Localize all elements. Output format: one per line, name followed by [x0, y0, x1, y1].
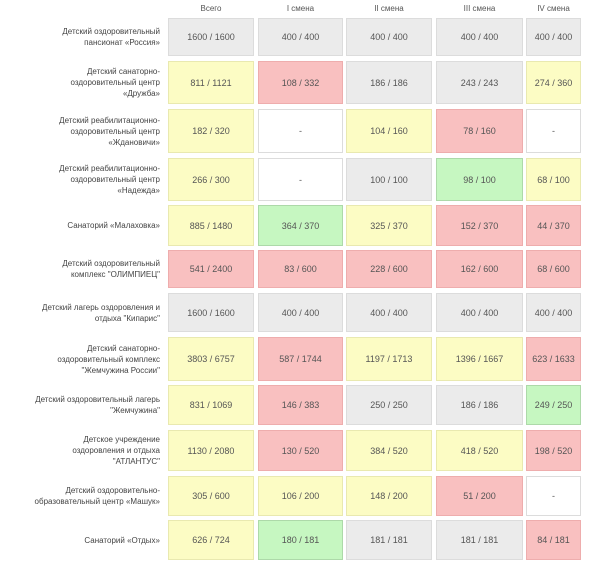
- table-cell: 400 / 400: [346, 293, 432, 332]
- column-header: IV смена: [537, 4, 570, 13]
- table-cell: 182 / 320: [168, 109, 254, 153]
- row-label: Детский оздоровительный лагерь "Жемчужин…: [35, 395, 160, 415]
- table-cell: 418 / 520: [436, 430, 523, 471]
- row-label: Санаторий «Малаховка»: [67, 221, 160, 230]
- table-cell: 626 / 724: [168, 520, 254, 560]
- table-cell: 83 / 600: [258, 250, 343, 288]
- table-cell: 78 / 160: [436, 109, 523, 153]
- row-label: Детский санаторно- оздоровительный компл…: [57, 343, 160, 375]
- table-cell: 84 / 181: [526, 520, 581, 560]
- row-label: Детский оздоровительно- образовательный …: [34, 486, 160, 506]
- table-cell: 811 / 1121: [168, 61, 254, 104]
- table-cell: -: [258, 158, 343, 201]
- table-cell: 384 / 520: [346, 430, 432, 471]
- row-label: Детский реабилитационно- оздоровительный…: [59, 115, 160, 147]
- table-cell: 325 / 370: [346, 205, 432, 246]
- table-cell: 186 / 186: [436, 385, 523, 425]
- table-cell: 623 / 1633: [526, 337, 581, 381]
- table-cell: 400 / 400: [526, 18, 581, 56]
- table-cell: 106 / 200: [258, 476, 343, 516]
- table-cell: 831 / 1069: [168, 385, 254, 425]
- row-label: Детский лагерь оздоровления и отдыха "Ки…: [42, 302, 160, 323]
- table-cell: 587 / 1744: [258, 337, 343, 381]
- table-cell: 400 / 400: [258, 293, 343, 332]
- table-cell: 1396 / 1667: [436, 337, 523, 381]
- table-cell: 400 / 400: [436, 18, 523, 56]
- column-header: II смена: [374, 4, 404, 13]
- table-cell: 400 / 400: [436, 293, 523, 332]
- table-cell: 400 / 400: [346, 18, 432, 56]
- row-label: Детский реабилитационно- оздоровительный…: [59, 164, 160, 195]
- table-cell: 250 / 250: [346, 385, 432, 425]
- table-cell: 152 / 370: [436, 205, 523, 246]
- table-cell: 249 / 250: [526, 385, 581, 425]
- column-header: I смена: [286, 4, 315, 13]
- table-cell: 541 / 2400: [168, 250, 254, 288]
- table-cell: 274 / 360: [526, 61, 581, 104]
- table-cell: 305 / 600: [168, 476, 254, 516]
- table-cell: 130 / 520: [258, 430, 343, 471]
- column-header: Всего: [200, 4, 222, 13]
- table-cell: 198 / 520: [526, 430, 581, 471]
- table-cell: 148 / 200: [346, 476, 432, 516]
- table-cell: 98 / 100: [436, 158, 523, 201]
- table-cell: 1600 / 1600: [168, 293, 254, 332]
- table-cell: -: [258, 109, 343, 153]
- table-cell: 400 / 400: [258, 18, 343, 56]
- table-cell: 181 / 181: [346, 520, 432, 560]
- table-cell: 186 / 186: [346, 61, 432, 104]
- row-label: Детский санаторно- оздоровительный центр…: [70, 67, 160, 98]
- column-header: III смена: [463, 4, 496, 13]
- table-cell: 104 / 160: [346, 109, 432, 153]
- table-cell: -: [526, 109, 581, 153]
- table-cell: 180 / 181: [258, 520, 343, 560]
- row-label: Детский оздоровительный комплекс "ОЛИМПИ…: [62, 259, 160, 279]
- table-cell: 108 / 332: [258, 61, 343, 104]
- table-cell: 1130 / 2080: [168, 430, 254, 471]
- table-cell: 51 / 200: [436, 476, 523, 516]
- table-cell: 243 / 243: [436, 61, 523, 104]
- table-cell: 162 / 600: [436, 250, 523, 288]
- table-cell: 100 / 100: [346, 158, 432, 201]
- table-cell: 364 / 370: [258, 205, 343, 246]
- table-cell: 1197 / 1713: [346, 337, 432, 381]
- table-cell: 885 / 1480: [168, 205, 254, 246]
- table-cell: 1600 / 1600: [168, 18, 254, 56]
- row-label: Детское учреждение оздоровления и отдыха…: [72, 435, 160, 466]
- table-cell: 146 / 383: [258, 385, 343, 425]
- table-cell: 68 / 100: [526, 158, 581, 201]
- table-cell: -: [526, 476, 581, 516]
- table-cell: 3803 / 6757: [168, 337, 254, 381]
- table-cell: 68 / 600: [526, 250, 581, 288]
- table-cell: 266 / 300: [168, 158, 254, 201]
- table-cell: 400 / 400: [526, 293, 581, 332]
- row-label: Санаторий «Отдых»: [84, 535, 160, 545]
- table-cell: 181 / 181: [436, 520, 523, 560]
- table-cell: 228 / 600: [346, 250, 432, 288]
- table-cell: 44 / 370: [526, 205, 581, 246]
- row-label: Детский оздоровительный пансионат «Росси…: [62, 27, 160, 47]
